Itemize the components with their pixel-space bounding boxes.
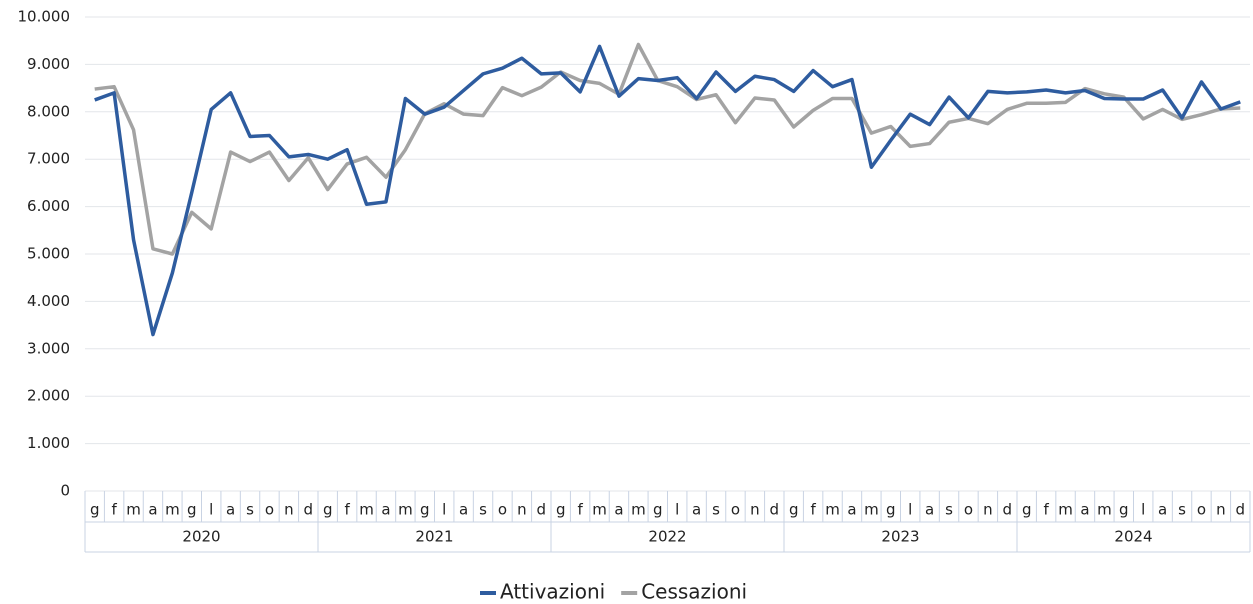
x-tick-label: l	[675, 501, 679, 519]
x-tick-label: n	[284, 501, 294, 519]
y-tick-label: 1.000	[27, 434, 70, 452]
x-tick-label: d	[1236, 501, 1246, 519]
x-tick-label: a	[459, 501, 468, 519]
group-label: 2024	[1114, 528, 1152, 546]
x-tick-label: m	[864, 501, 879, 519]
x-tick-label: s	[246, 501, 254, 519]
series-line	[94, 42, 1241, 256]
y-tick-label: 5.000	[27, 245, 70, 263]
x-tick-label: a	[1158, 501, 1167, 519]
x-tick-label: l	[1141, 501, 1145, 519]
y-tick-label: 7.000	[27, 150, 70, 168]
x-tick-label: f	[810, 501, 816, 519]
x-tick-label: d	[1003, 501, 1013, 519]
y-tick-label: 2.000	[27, 387, 70, 405]
x-tick-label: g	[187, 501, 197, 519]
y-tick-label: 6.000	[27, 197, 70, 215]
x-tick-label: a	[614, 501, 623, 519]
x-tick-label: s	[479, 501, 487, 519]
y-tick-label: 10.000	[18, 8, 71, 26]
x-tick-label: d	[537, 501, 547, 519]
x-tick-label: a	[226, 501, 235, 519]
x-tick-label: f	[344, 501, 350, 519]
x-tick-label: f	[577, 501, 583, 519]
x-tick-label: a	[1080, 501, 1089, 519]
x-tick-label: s	[712, 501, 720, 519]
x-tick-label: g	[556, 501, 566, 519]
group-label: 2022	[648, 528, 686, 546]
x-tick-label: n	[1216, 501, 1226, 519]
x-tick-label: a	[847, 501, 856, 519]
y-tick-label: 9.000	[27, 55, 70, 73]
x-tick-label: m	[592, 501, 607, 519]
x-tick-label: m	[1097, 501, 1112, 519]
x-tick-label: a	[148, 501, 157, 519]
y-tick-label: 0	[60, 482, 70, 500]
legend-label: Cessazioni	[641, 580, 747, 604]
x-tick-label: n	[750, 501, 760, 519]
x-tick-label: o	[498, 501, 507, 519]
x-tick-label: g	[653, 501, 663, 519]
group-label: 2023	[881, 528, 919, 546]
x-tick-label: a	[692, 501, 701, 519]
x-tick-label: f	[1043, 501, 1049, 519]
x-tick-label: g	[90, 501, 100, 519]
group-label: 2021	[415, 528, 453, 546]
x-tick-label: n	[983, 501, 993, 519]
x-tick-label: o	[731, 501, 740, 519]
x-tick-label: o	[964, 501, 973, 519]
y-tick-label: 3.000	[27, 339, 70, 357]
y-tick-label: 8.000	[27, 102, 70, 120]
x-tick-label: l	[908, 501, 912, 519]
x-tick-label: l	[442, 501, 446, 519]
group-label: 2020	[182, 528, 220, 546]
x-tick-label: g	[886, 501, 896, 519]
x-tick-label: d	[770, 501, 780, 519]
x-tick-label: m	[398, 501, 413, 519]
x-tick-label: s	[1178, 501, 1186, 519]
x-tick-label: m	[631, 501, 646, 519]
x-tick-label: m	[359, 501, 374, 519]
x-tick-label: g	[789, 501, 799, 519]
x-tick-label: o	[265, 501, 274, 519]
series-line	[94, 44, 1241, 337]
x-tick-label: a	[925, 501, 934, 519]
x-tick-label: l	[209, 501, 213, 519]
x-tick-label: s	[945, 501, 953, 519]
legend-label: Attivazioni	[500, 580, 605, 604]
x-tick-label: m	[126, 501, 141, 519]
x-tick-label: o	[1197, 501, 1206, 519]
x-tick-label: g	[1022, 501, 1032, 519]
x-tick-label: m	[825, 501, 840, 519]
x-tick-label: d	[304, 501, 314, 519]
x-tick-label: m	[1058, 501, 1073, 519]
y-tick-label: 4.000	[27, 292, 70, 310]
x-tick-label: g	[1119, 501, 1129, 519]
x-tick-label: a	[381, 501, 390, 519]
x-tick-label: g	[323, 501, 333, 519]
x-tick-label: g	[420, 501, 430, 519]
x-tick-label: m	[165, 501, 180, 519]
x-tick-label: f	[111, 501, 117, 519]
x-tick-label: n	[517, 501, 527, 519]
